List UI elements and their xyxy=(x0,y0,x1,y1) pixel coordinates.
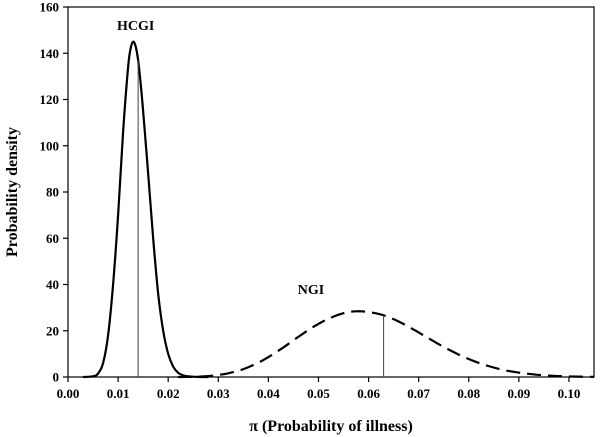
annotations: HCGI NGI xyxy=(117,19,324,298)
y-tick-label: 100 xyxy=(40,138,60,153)
plot-frame xyxy=(67,6,595,378)
x-tick-label: 0.02 xyxy=(157,386,180,401)
plot-area xyxy=(67,6,595,378)
y-tick-label: 20 xyxy=(46,323,59,338)
y-tick-label: 40 xyxy=(46,277,59,292)
series-annotation: NGI xyxy=(298,283,324,298)
x-tick-label: 0.00 xyxy=(57,386,80,401)
y-tick-label: 80 xyxy=(46,185,59,200)
y-tick-label: 140 xyxy=(40,46,60,61)
x-tick-label: 0.07 xyxy=(407,386,430,401)
reference-lines xyxy=(137,60,385,377)
y-tick-label: 120 xyxy=(40,92,60,107)
x-axis-title: π (Probability of illness) xyxy=(249,418,413,435)
x-tick-label: 0.05 xyxy=(307,386,330,401)
series-annotation: HCGI xyxy=(117,19,154,34)
x-tick-label: 0.08 xyxy=(457,386,480,401)
x-axis: 0.00 0.01 0.02 0.03 0.04 0.05 0.06 0.07 0.08 0.09… xyxy=(57,377,581,401)
y-tick-label: 0 xyxy=(53,370,60,385)
x-tick-label: 0.01 xyxy=(107,386,130,401)
y-tick-label: 60 xyxy=(46,231,59,246)
series-layer xyxy=(82,40,595,379)
x-tick-label: 0.06 xyxy=(357,386,380,401)
x-tick-label: 0.09 xyxy=(507,386,530,401)
x-tick-label: 0.04 xyxy=(257,386,280,401)
series-ngi-curve xyxy=(178,310,595,379)
series-hcgi-curve xyxy=(82,40,209,379)
y-tick-label: 160 xyxy=(40,0,60,15)
y-axis-title: Probability density xyxy=(4,127,21,257)
x-tick-label: 0.10 xyxy=(558,386,581,401)
x-tick-label: 0.03 xyxy=(207,386,230,401)
y-axis: 0 20 40 60 80 100 120 140 160 xyxy=(40,0,68,385)
